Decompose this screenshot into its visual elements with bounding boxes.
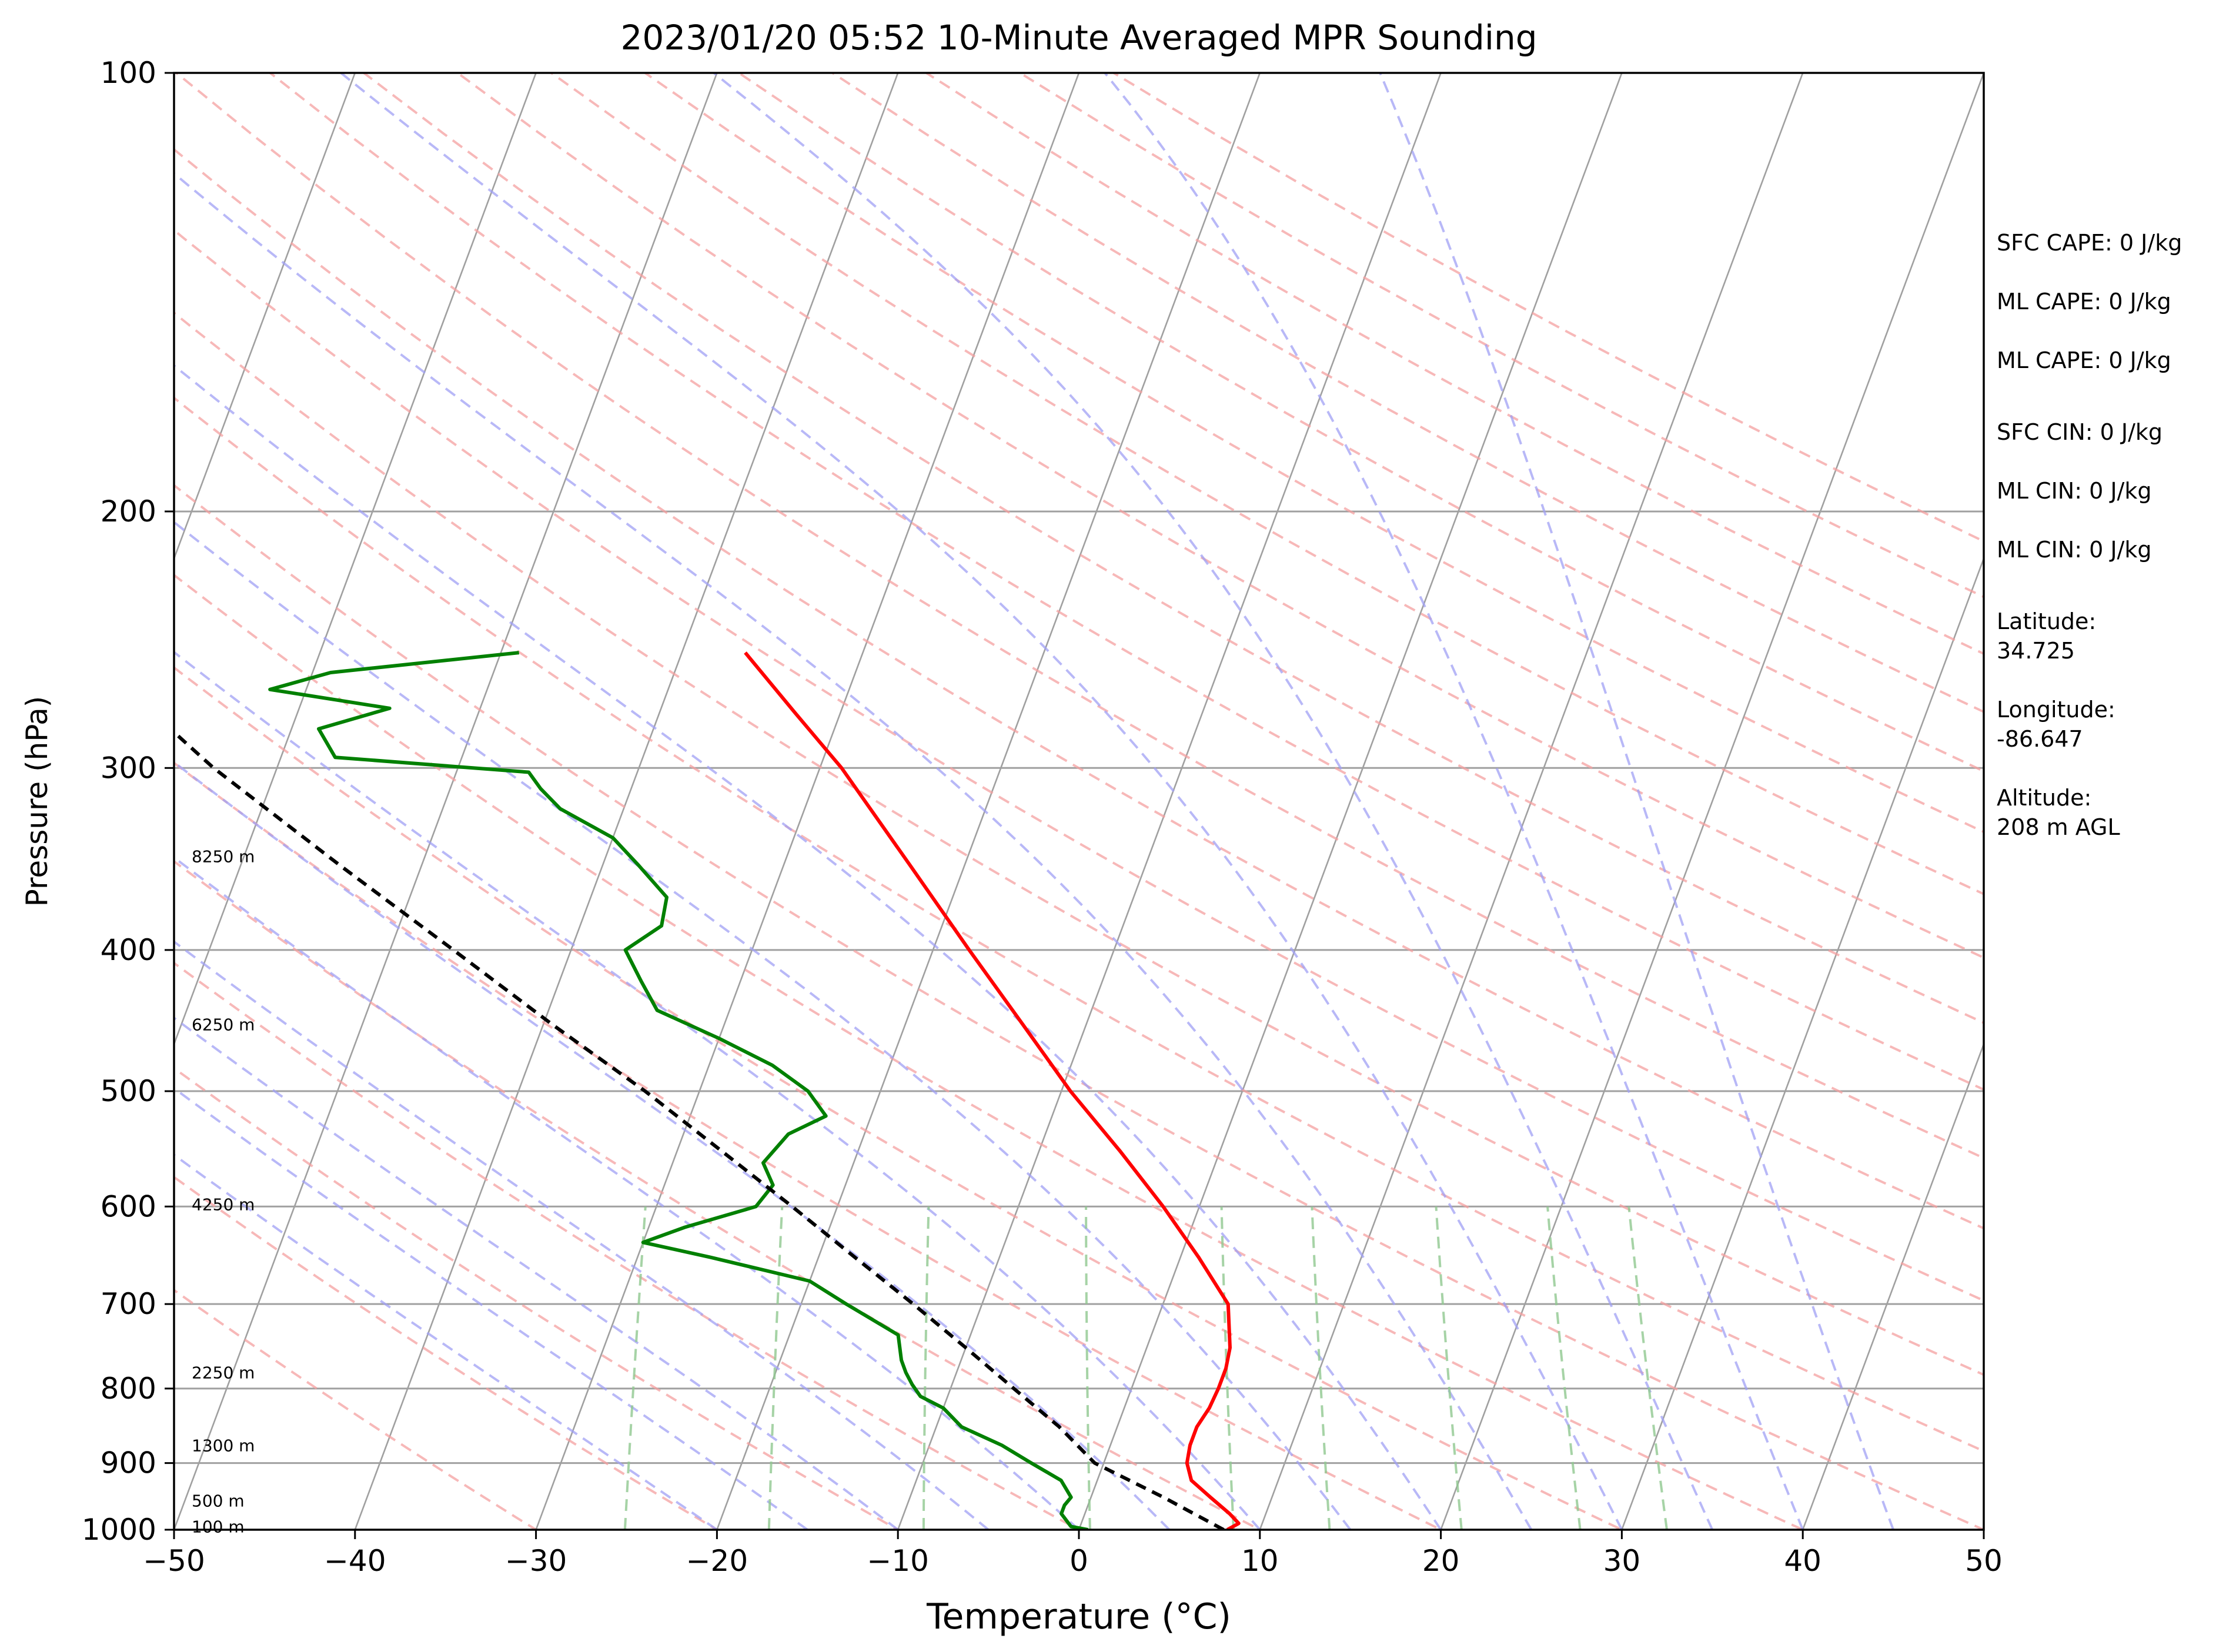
- series-line-2: [174, 730, 1225, 1530]
- moist-adiabat-line: [174, 172, 1533, 1530]
- y-tick-label: 900: [101, 1446, 156, 1480]
- moist-adiabat-line: [174, 1086, 808, 1530]
- height-label: 8250 m: [192, 847, 255, 867]
- height-labels: 100 m 500 m 1300 m 2250 m 4250 m 6250 m 8250 m: [192, 847, 255, 1537]
- moist-adiabat-line: [174, 1016, 899, 1530]
- y-axis-label: Pressure (hPa): [20, 696, 54, 907]
- y-tick-label: 1000: [82, 1513, 156, 1547]
- y-tick-label: 300: [101, 751, 156, 785]
- dry-adiabat-line: [174, 761, 1444, 1530]
- dry-adiabat-line: [174, 666, 1625, 1530]
- y-tick-label: 500: [101, 1074, 156, 1108]
- height-label: 100 m: [192, 1517, 245, 1537]
- dry-adiabat-line: [174, 573, 1806, 1530]
- data-series: [174, 651, 1241, 1530]
- dry-adiabat-line: [174, 860, 1263, 1530]
- mixing-ratio-line: [1311, 1206, 1331, 1530]
- isotherm-line: [535, 73, 1080, 1530]
- x-axis-ticks: −50 −40 −30 −20 −10 0 10 20 30 40 50: [143, 1530, 2003, 1578]
- stats-annotation: Latitude:: [1997, 608, 2096, 634]
- moist-adiabat-line: [174, 520, 1352, 1530]
- dry-adiabat-line: [174, 148, 1984, 1230]
- x-tick-label: 20: [1422, 1544, 1460, 1578]
- isotherm-line: [354, 73, 899, 1530]
- x-tick-label: 30: [1603, 1544, 1641, 1578]
- stats-annotation: ML CAPE: 0 J/kg: [1997, 347, 2171, 373]
- height-label: 6250 m: [192, 1015, 255, 1035]
- moist-adiabat-line: [174, 364, 1442, 1530]
- moist-adiabat-line: [713, 73, 1714, 1530]
- dry-adiabat-line: [175, 73, 1984, 1159]
- stats-annotation: ML CIN: 0 J/kg: [1997, 478, 2151, 504]
- dry-adiabat-line: [174, 311, 1984, 1376]
- dry-adiabat-line: [174, 1289, 539, 1530]
- stats-annotation: -86.647: [1997, 726, 2083, 752]
- moist-adiabat-line: [1379, 73, 1894, 1530]
- moist-adiabat-line: [174, 856, 1080, 1530]
- isotherm-line: [174, 73, 537, 1046]
- mixing-ratio-line: [1435, 1206, 1463, 1530]
- mixing-ratio-line: [623, 1206, 647, 1530]
- height-label: 2250 m: [192, 1363, 255, 1383]
- stats-annotation: ML CAPE: 0 J/kg: [1997, 289, 2171, 315]
- series-line-1: [268, 651, 1088, 1530]
- isotherm-line: [1621, 556, 1984, 1530]
- y-tick-label: 600: [101, 1189, 156, 1223]
- moist-adiabat-line: [174, 761, 1171, 1530]
- isotherm-line: [1440, 73, 1984, 1530]
- stats-annotation: 34.725: [1997, 638, 2075, 664]
- moist-adiabat-line: [174, 940, 990, 1530]
- series-line-0: [744, 651, 1241, 1530]
- x-tick-label: −40: [324, 1544, 386, 1578]
- height-label: 4250 m: [192, 1195, 255, 1215]
- x-tick-label: −20: [686, 1544, 748, 1578]
- mixing-ratio-line: [1627, 1206, 1668, 1530]
- stats-panel: SFC CAPE: 0 J/kg ML CAPE: 0 J/kg ML CAPE: …: [1997, 230, 2182, 840]
- dry-adiabat-line: [174, 1175, 720, 1530]
- y-tick-label: 700: [101, 1287, 156, 1321]
- mixing-ratio-line: [1085, 1206, 1091, 1530]
- mixing-ratio-line: [1220, 1206, 1235, 1530]
- x-tick-label: −50: [143, 1544, 205, 1578]
- height-label: 500 m: [192, 1491, 245, 1510]
- x-tick-label: 40: [1784, 1544, 1821, 1578]
- mixing-ratio-line: [767, 1206, 784, 1530]
- x-axis-label: Temperature (°C): [926, 1596, 1231, 1637]
- mixing-ratio-line: [1546, 1206, 1582, 1530]
- background-lines: [174, 73, 1984, 1530]
- stats-annotation: 208 m AGL: [1997, 814, 2120, 840]
- isotherm-line: [716, 73, 1261, 1530]
- height-label: 1300 m: [192, 1436, 255, 1455]
- x-tick-label: −10: [867, 1544, 929, 1578]
- dry-adiabat-line: [174, 483, 1984, 1530]
- x-tick-label: 0: [1069, 1544, 1088, 1578]
- y-tick-label: 100: [101, 56, 156, 90]
- isotherm-line: [174, 73, 718, 1530]
- stats-annotation: Altitude:: [1997, 785, 2091, 811]
- y-tick-label: 800: [101, 1372, 156, 1406]
- stats-annotation: ML CIN: 0 J/kg: [1997, 537, 2151, 563]
- moist-adiabat-line: [1104, 73, 1804, 1530]
- stats-annotation: Longitude:: [1997, 697, 2115, 723]
- y-axis-ticks: 100 200 300 400 500 600 700 800 900 1000: [82, 56, 174, 1547]
- y-tick-label: 200: [101, 494, 156, 529]
- dry-adiabat-line: [174, 1066, 901, 1530]
- dry-adiabat-line: [174, 396, 1984, 1453]
- isotherm-line: [1801, 1042, 1984, 1530]
- y-tick-label: 400: [101, 933, 156, 967]
- isotherm-line: [174, 73, 356, 561]
- isotherm-line: [897, 73, 1442, 1530]
- x-tick-label: 50: [1965, 1544, 2003, 1578]
- dry-adiabat-line: [174, 961, 1082, 1530]
- mixing-ratio-line: [922, 1206, 930, 1530]
- dry-adiabat-line: [174, 228, 1984, 1302]
- stats-annotation: SFC CIN: 0 J/kg: [1997, 419, 2163, 445]
- stats-annotation: SFC CAPE: 0 J/kg: [1997, 230, 2182, 256]
- x-tick-label: −30: [505, 1544, 567, 1578]
- chart-title: 2023/01/20 05:52 10-Minute Averaged MPR …: [620, 18, 1537, 58]
- x-tick-label: 10: [1241, 1544, 1279, 1578]
